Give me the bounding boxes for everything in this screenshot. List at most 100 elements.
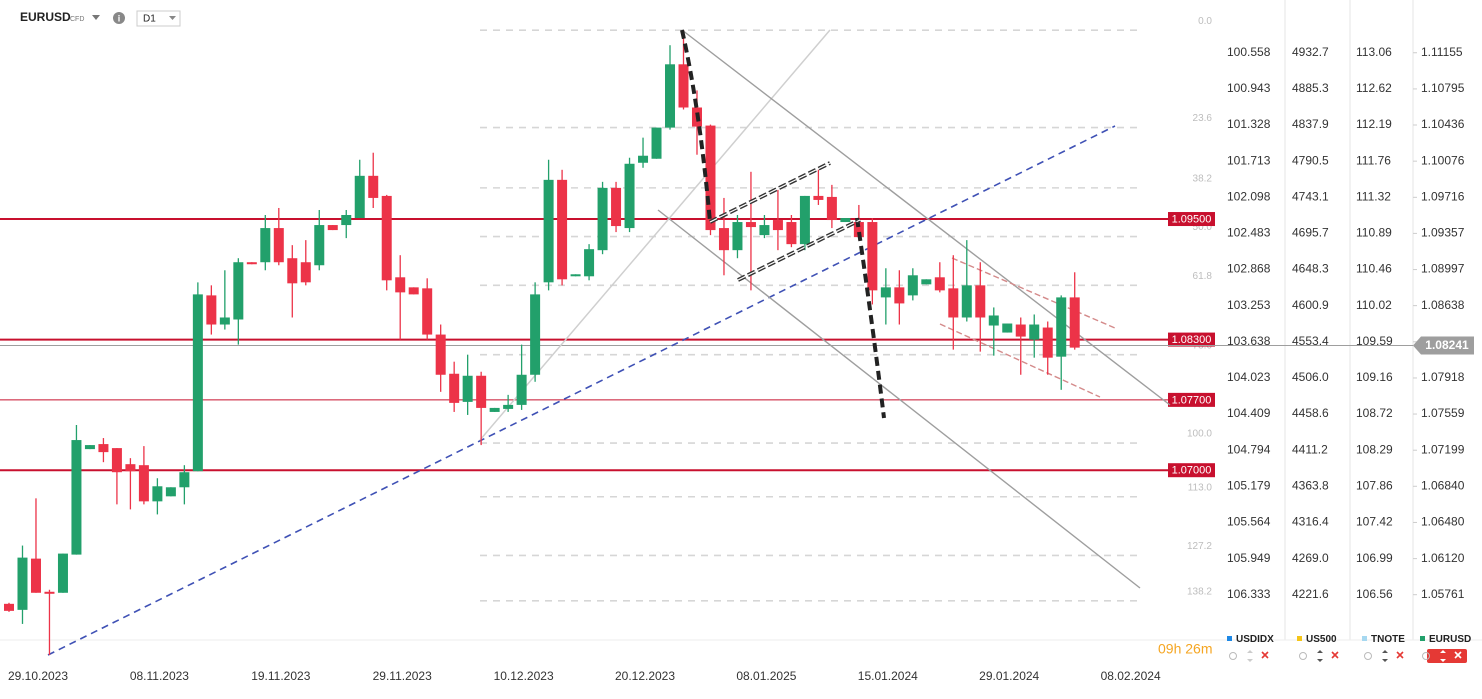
candle-body xyxy=(395,277,406,293)
axis-label: 102.483 xyxy=(1227,226,1271,240)
legend-swatch xyxy=(1227,636,1232,641)
trendline xyxy=(657,209,1141,589)
axis-label: 111.32 xyxy=(1356,189,1391,203)
candle-body xyxy=(192,294,203,472)
candle-body xyxy=(584,249,595,277)
candles xyxy=(4,30,1080,656)
legend-label[interactable]: US500 xyxy=(1306,634,1337,645)
legend-eye[interactable] xyxy=(1364,652,1372,660)
legend-label[interactable]: TNOTE xyxy=(1371,634,1405,645)
legend-eye[interactable] xyxy=(1229,652,1237,660)
legend-updown[interactable] xyxy=(1247,650,1253,662)
candle-body xyxy=(705,125,716,231)
timeframe-arrow xyxy=(169,16,176,20)
candle-body xyxy=(1029,324,1040,340)
candle-body xyxy=(624,163,635,229)
axis-label: 4743.1 xyxy=(1292,189,1329,203)
drawings xyxy=(4,29,1171,656)
axis-label: 4695.7 xyxy=(1292,226,1329,240)
candle-body xyxy=(665,64,676,128)
axis-label: 110.89 xyxy=(1356,226,1392,240)
dropdown-arrow[interactable] xyxy=(92,15,100,20)
info-icon[interactable] xyxy=(113,12,125,24)
fib-label: 100.0 xyxy=(1187,429,1212,440)
x-tick-label: 20.12.2023 xyxy=(615,669,675,683)
badge: CFD xyxy=(70,16,84,23)
channel-line xyxy=(709,162,831,223)
y-tick-label: 1.09357 xyxy=(1421,226,1465,240)
candle-body xyxy=(638,155,649,163)
legend-label[interactable]: USDIDX xyxy=(1236,634,1274,645)
candle-body xyxy=(341,215,352,226)
axis-label: 109.59 xyxy=(1356,334,1393,348)
y-tick-label: 1.11155 xyxy=(1421,45,1463,59)
candle-body xyxy=(246,262,257,265)
candle-body xyxy=(435,334,446,375)
legend-eye[interactable] xyxy=(1299,652,1307,660)
candle-body xyxy=(98,444,109,453)
candle-body xyxy=(772,220,783,231)
candle-body xyxy=(206,295,217,325)
legend: USDIDX US500 TNOTE EURUSD xyxy=(1227,634,1471,663)
legend-close[interactable] xyxy=(1454,651,1462,659)
legend-updown[interactable] xyxy=(1440,650,1446,662)
candle-body xyxy=(503,404,514,409)
axis-label: 110.02 xyxy=(1356,298,1392,312)
axis-label: 4790.5 xyxy=(1292,153,1329,167)
candle-body xyxy=(570,274,581,277)
symbol[interactable]: EURUSD xyxy=(20,10,71,24)
candle-body xyxy=(894,287,905,304)
legend-close[interactable] xyxy=(1261,651,1269,659)
fib-label: 127.2 xyxy=(1187,541,1212,552)
axis-label: 4506.0 xyxy=(1292,370,1329,384)
candle-body xyxy=(651,127,662,159)
candle-body xyxy=(799,195,810,245)
candle-body xyxy=(786,222,797,245)
candle-body xyxy=(273,228,284,263)
axis-label: 110.46 xyxy=(1356,262,1392,276)
candle-body xyxy=(745,222,756,228)
legend-button[interactable] xyxy=(1427,649,1467,663)
y-tick-label: 1.10076 xyxy=(1421,153,1465,167)
legend-swatch xyxy=(1297,636,1302,641)
candle-body xyxy=(260,228,271,263)
candle-body xyxy=(1015,324,1026,337)
axis-label: 4932.7 xyxy=(1292,45,1329,59)
axis-label: 109.16 xyxy=(1356,370,1393,384)
y-tick-label: 1.08638 xyxy=(1421,298,1465,312)
legend-updown[interactable] xyxy=(1317,650,1323,662)
legend-label[interactable]: EURUSD xyxy=(1429,634,1471,645)
candle-body xyxy=(327,225,338,231)
x-tick-label: 29.10.2023 xyxy=(8,669,68,683)
axis-label: 106.333 xyxy=(1227,587,1271,601)
candle-body xyxy=(934,277,945,291)
axis-label: 4363.8 xyxy=(1292,478,1329,492)
wave-line xyxy=(855,217,886,419)
axis-label: 4221.6 xyxy=(1292,587,1329,601)
candle-body xyxy=(4,603,14,611)
timeframe: D1 xyxy=(143,14,156,25)
legend-eye[interactable] xyxy=(1422,652,1430,660)
level-label: 1.07000 xyxy=(1172,465,1212,477)
candle-body xyxy=(422,288,433,335)
candle-body xyxy=(44,591,55,594)
fib-label: 0.0 xyxy=(1198,16,1212,27)
axis-label: 100.558 xyxy=(1227,45,1271,59)
y-tick-label: 1.05761 xyxy=(1421,587,1465,601)
candle-body xyxy=(921,279,932,285)
legend-close[interactable] xyxy=(1396,651,1404,659)
fib-label: 138.2 xyxy=(1187,586,1212,597)
legend-updown[interactable] xyxy=(1382,650,1388,662)
axis-label: 104.023 xyxy=(1227,370,1271,384)
candle-body xyxy=(300,262,311,283)
candle-body xyxy=(449,373,460,403)
candle-body xyxy=(678,64,689,108)
timeframe-box[interactable] xyxy=(136,10,181,27)
candle-body xyxy=(84,445,95,450)
legend-close[interactable] xyxy=(1331,651,1339,659)
candle-body xyxy=(125,464,136,472)
candle-body xyxy=(1069,297,1080,348)
y-tick-label: 1.10436 xyxy=(1421,117,1465,131)
candle-body xyxy=(111,448,122,473)
trendline xyxy=(939,323,1101,398)
